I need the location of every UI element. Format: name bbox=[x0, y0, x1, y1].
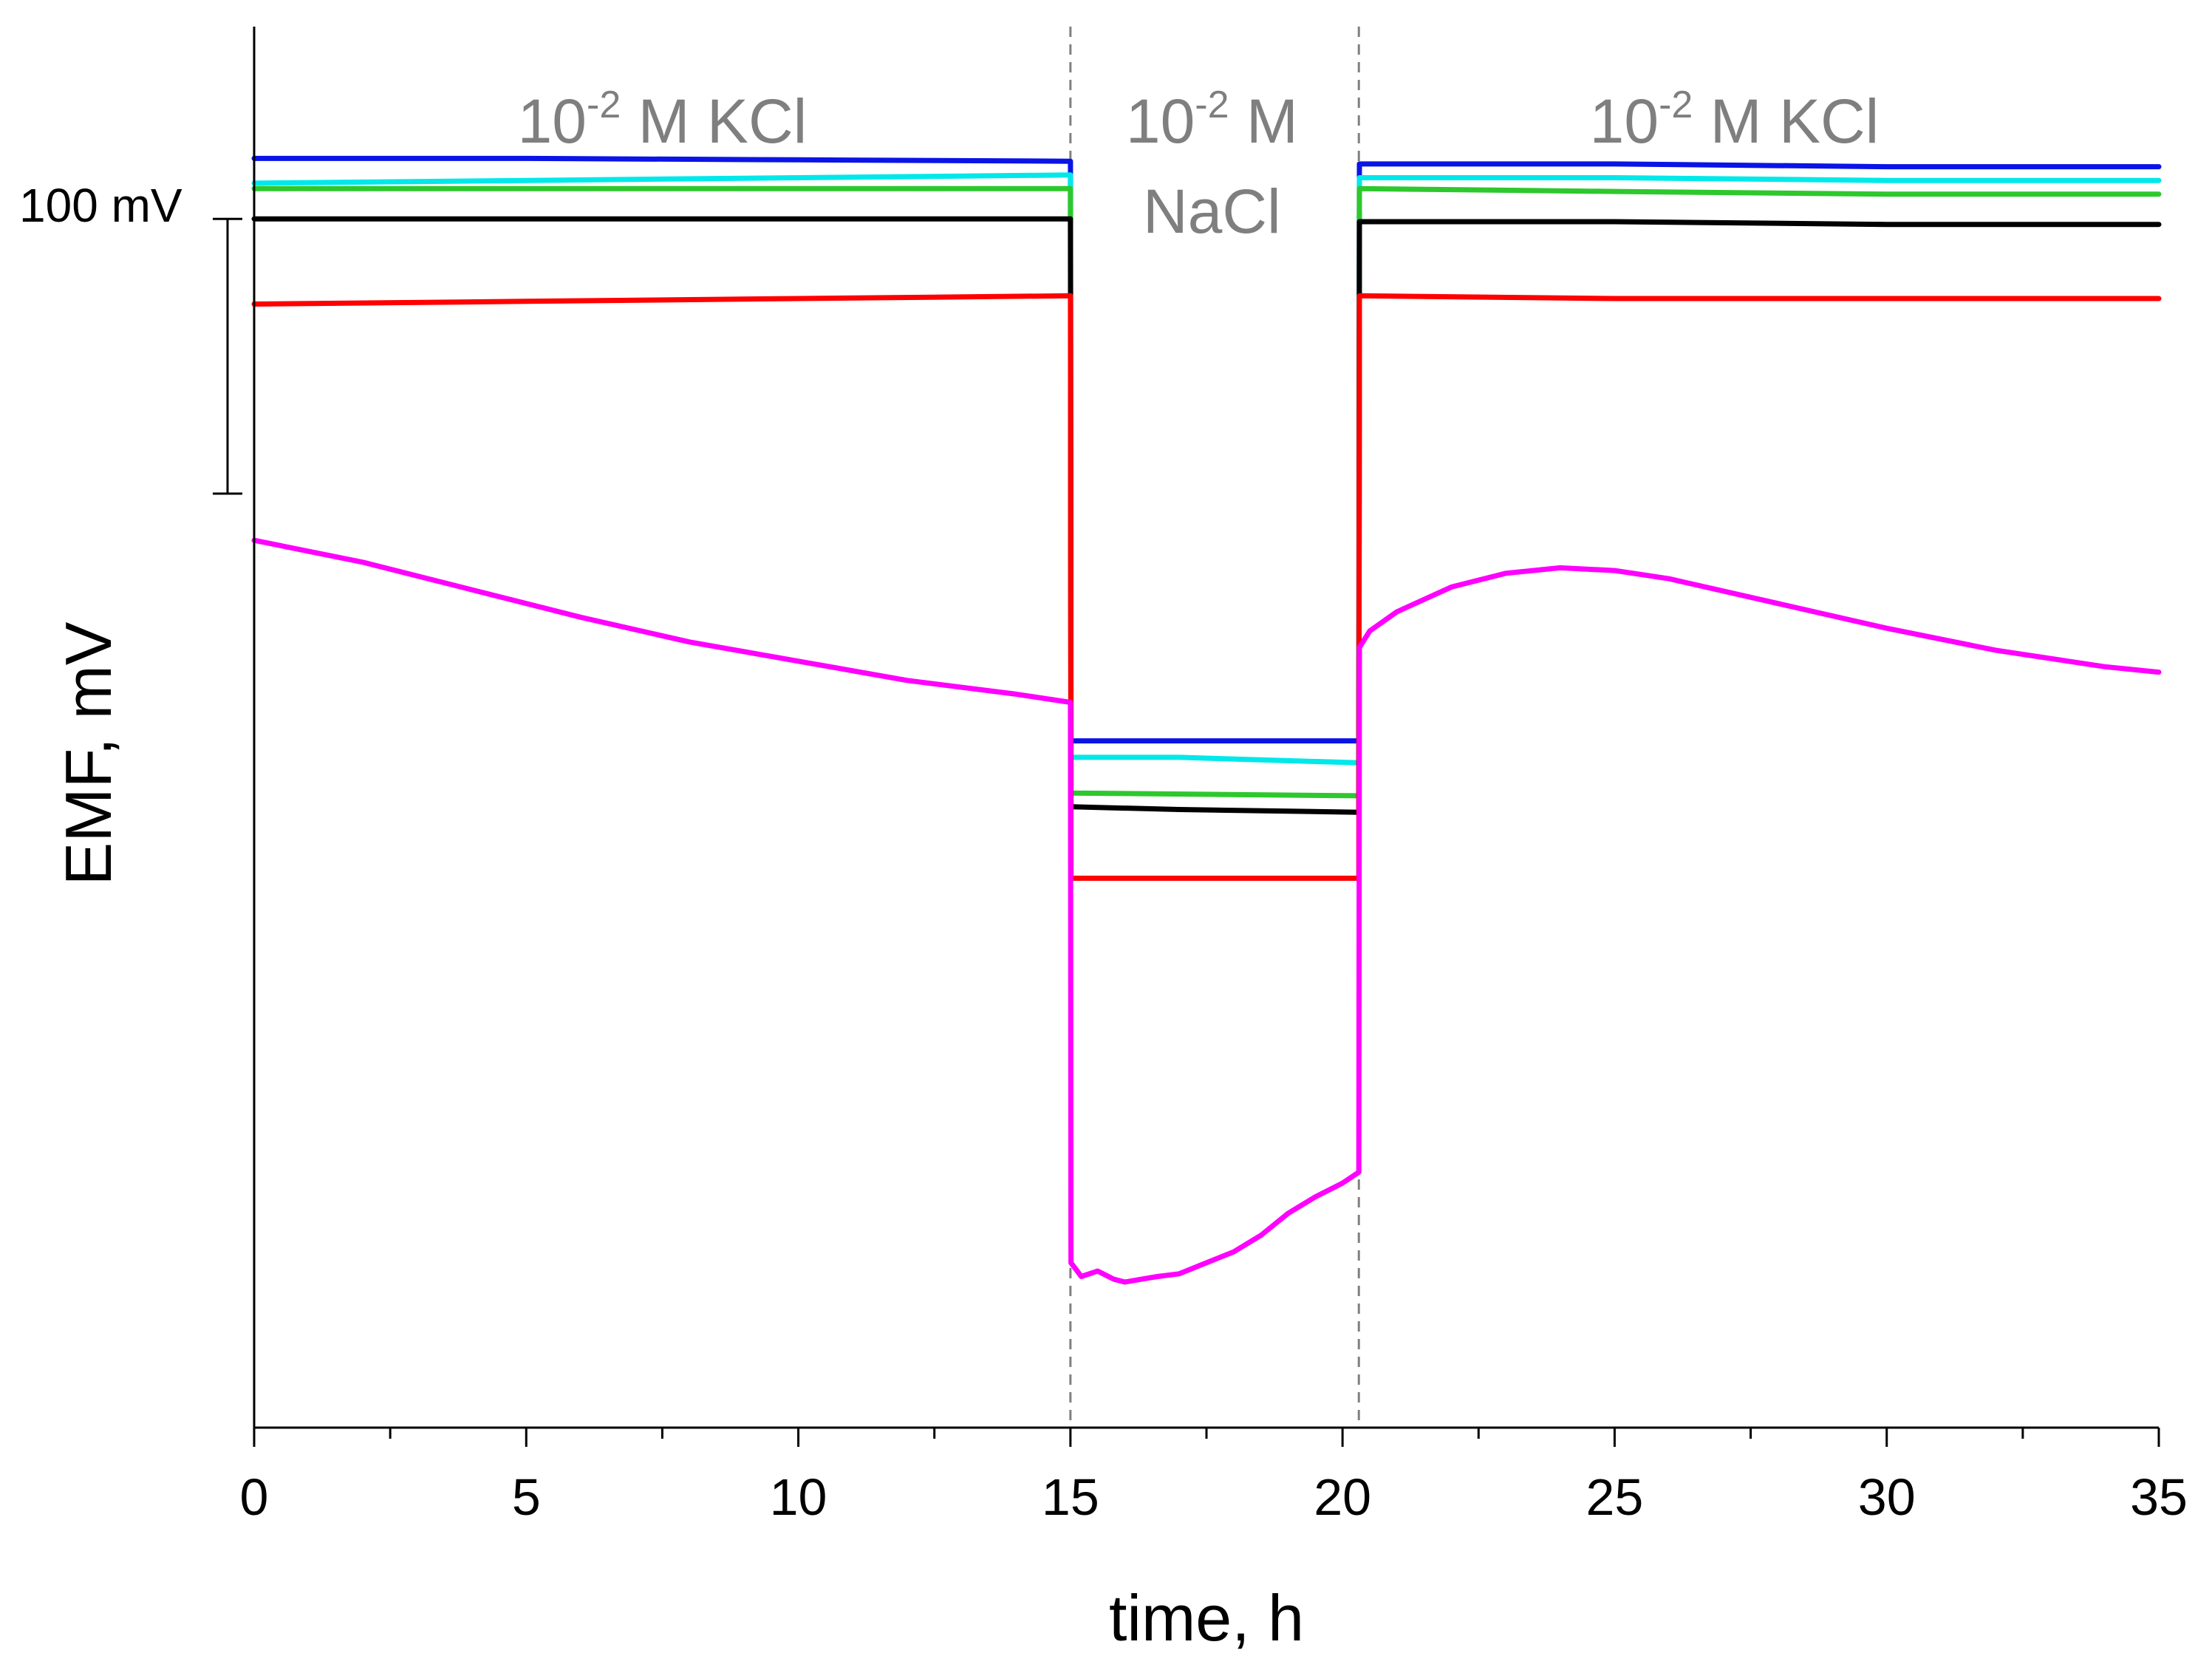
x-tick-label-5: 5 bbox=[512, 1468, 541, 1526]
region-label-0: 10-2 M KCl bbox=[518, 84, 808, 156]
x-ticks: 0 5 10 15 20 25 30 35 bbox=[240, 1428, 2188, 1526]
series-line-green bbox=[251, 185, 2162, 799]
series-line-magenta bbox=[251, 537, 2162, 1285]
region-labels: 10-2 M KCl 10-2 M NaCl 10-2 M KCl bbox=[518, 84, 1880, 246]
series-line-red bbox=[251, 293, 2162, 881]
region-label-1: 10-2 M bbox=[1126, 84, 1298, 156]
series-line-black bbox=[251, 216, 2162, 815]
y-axis-label: EMF, mV bbox=[52, 621, 125, 885]
x-tick-label-35: 35 bbox=[2130, 1468, 2188, 1526]
x-tick-label-10: 10 bbox=[770, 1468, 827, 1526]
x-tick-label-15: 15 bbox=[1042, 1468, 1099, 1526]
scale-bar: 100 mV bbox=[19, 179, 242, 495]
x-axis-label: time, h bbox=[1109, 1581, 1304, 1654]
region-label-line2-1: NaCl bbox=[1143, 177, 1281, 246]
series-line-cyan bbox=[251, 172, 2162, 766]
series-group bbox=[251, 155, 2162, 1285]
x-tick-label-20: 20 bbox=[1314, 1468, 1371, 1526]
labels: time, h EMF, mV bbox=[52, 621, 1304, 1654]
x-tick-label-25: 25 bbox=[1585, 1468, 1643, 1526]
scale-bar-label: 100 mV bbox=[19, 179, 182, 232]
series-line-blue bbox=[251, 155, 2162, 744]
region-label-2: 10-2 M KCl bbox=[1590, 84, 1880, 156]
x-tick-label-30: 30 bbox=[1858, 1468, 1916, 1526]
x-tick-label-0: 0 bbox=[240, 1468, 269, 1526]
